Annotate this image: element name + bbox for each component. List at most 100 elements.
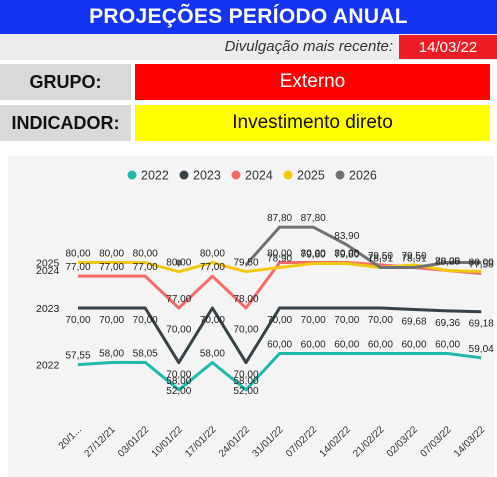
row-label-2024: 2024	[36, 265, 60, 277]
data-label-2024-6: 80,00	[267, 249, 292, 260]
series-line-2026-1	[244, 225, 482, 269]
data-label-2024-12: 77,58	[469, 260, 494, 271]
data-label-2024-11: 80,00	[435, 257, 460, 268]
data-label-extra-2023-3: 70,00	[166, 325, 191, 336]
data-label-2022-8: 60,00	[334, 339, 359, 350]
data-label-2025-0: 80,00	[65, 249, 90, 260]
x-tick-12: 14/03/22	[452, 424, 488, 460]
legend-marker-2025	[283, 170, 293, 180]
x-tick-2: 03/01/22	[116, 424, 152, 460]
data-label-2023-2: 70,00	[133, 315, 158, 326]
x-tick-11: 07/03/22	[418, 424, 454, 460]
legend-marker-2022	[127, 170, 137, 180]
data-label-2023-11: 69,36	[435, 318, 460, 329]
data-label-2023-12: 69,18	[469, 319, 494, 330]
legend-marker-2026	[335, 170, 345, 180]
data-label-2022-1: 58,00	[99, 349, 124, 360]
data-label-2025-9: 78,91	[368, 254, 393, 265]
data-label-2022-12: 59,04	[469, 344, 494, 355]
data-label-2023-0: 70,00	[65, 315, 90, 326]
data-label-2024-0: 77,00	[65, 262, 90, 273]
data-label-2024-2: 77,00	[133, 262, 158, 273]
data-label-2023-9: 70,00	[368, 315, 393, 326]
series-point-2026	[175, 259, 182, 266]
data-label-2023-6: 70,00	[267, 315, 292, 326]
data-label-2023-10: 69,68	[401, 316, 426, 327]
data-label-2022-11: 60,00	[435, 339, 460, 350]
data-label-2025-7: 79,80	[301, 249, 326, 260]
data-label-2024-4: 77,00	[200, 262, 225, 273]
x-tick-10: 02/03/22	[385, 424, 421, 460]
data-label-2025-12: 80,00	[469, 258, 494, 269]
data-label-2024-10: 78,91	[401, 254, 426, 265]
group-label: GRUPO:	[0, 64, 131, 100]
data-label-2023-7: 70,00	[301, 315, 326, 326]
data-label-extra-2023-5: 70,00	[233, 325, 258, 336]
data-label-2022-2: 58,05	[133, 348, 158, 359]
data-label-2025-3: 80,00	[166, 258, 191, 269]
data-label-2022-6: 60,00	[267, 339, 292, 350]
legend-marker-2023	[179, 170, 189, 180]
data-label-2025-8: 79,80	[334, 249, 359, 260]
data-label-2023-3: 70,00	[166, 370, 191, 381]
data-label-2024-3: 77,00	[166, 294, 191, 305]
x-tick-0: 20/1...	[57, 424, 84, 451]
data-label-2026-8: 83,90	[334, 231, 359, 242]
legend-marker-2024	[231, 170, 241, 180]
data-label-2022-4: 58,00	[200, 349, 225, 360]
x-tick-9: 21/02/22	[351, 424, 387, 460]
data-label-2025-4: 80,00	[200, 249, 225, 260]
data-label-2024-5: 78,00	[233, 294, 258, 305]
data-label-2022-7: 60,00	[301, 339, 326, 350]
legend-label-2024: 2024	[245, 169, 273, 183]
data-label-2022-9: 60,00	[368, 339, 393, 350]
chart-panel	[0, 148, 497, 477]
x-tick-4: 17/01/22	[183, 424, 219, 460]
row-label-2023: 2023	[36, 303, 60, 315]
data-label-2023-4: 70,00	[200, 315, 225, 326]
data-label-2024-1: 77,00	[99, 262, 124, 273]
data-label-2024-8: 80,00	[334, 249, 359, 260]
x-tick-3: 10/01/22	[150, 424, 186, 460]
data-label-2022-0: 57,55	[65, 351, 90, 362]
series-line-2023-0	[78, 306, 482, 365]
x-tick-6: 31/01/22	[250, 424, 286, 460]
release-label: Divulgação mais recente:	[224, 38, 393, 55]
page-title: PROJEÇÕES PERÍODO ANUAL	[0, 0, 497, 34]
series-line-2025-0	[78, 261, 482, 274]
release-row: Divulgação mais recente: 14/03/22	[0, 34, 497, 60]
chart-background	[8, 156, 494, 477]
data-label-2024-9: 79,50	[368, 251, 393, 262]
data-label-extra-2022-5: 52,00	[233, 386, 258, 397]
legend-label-2022: 2022	[141, 169, 169, 183]
indicator-value[interactable]: Investimento direto	[135, 105, 490, 141]
data-label-2025-2: 80,00	[133, 249, 158, 260]
x-tick-7: 07/02/22	[284, 424, 320, 460]
group-value[interactable]: Externo	[135, 64, 490, 100]
legend-label-2025: 2025	[297, 169, 325, 183]
data-label-2025-11: 78,25	[435, 257, 460, 268]
x-tick-1: 27/12/21	[82, 424, 118, 460]
row-label-2025: 2025	[36, 258, 60, 270]
legend-label-2026: 2026	[349, 169, 377, 183]
data-label-2025-6: 78,90	[267, 254, 292, 265]
data-label-2022-3: 58,00	[166, 376, 191, 387]
data-label-2025-1: 80,00	[99, 249, 124, 260]
x-tick-5: 24/01/22	[217, 424, 253, 460]
data-label-2026-7: 87,80	[301, 213, 326, 224]
data-label-2025-10: 79,50	[401, 251, 426, 262]
data-label-2022-10: 60,00	[401, 339, 426, 350]
data-label-2023-1: 70,00	[99, 315, 124, 326]
data-label-extra-2022-3: 52,00	[166, 386, 191, 397]
legend-label-2023: 2023	[193, 169, 221, 183]
release-date: 14/03/22	[399, 35, 497, 59]
series-line-2022-0	[77, 351, 482, 392]
data-label-2022-5: 58,00	[233, 376, 258, 387]
data-label-2025-5: 79,50	[233, 258, 258, 269]
indicator-label: INDICADOR:	[0, 105, 131, 141]
data-label-2026-6: 87,80	[267, 213, 292, 224]
x-tick-8: 14/02/22	[318, 424, 354, 460]
row-label-2022: 2022	[36, 360, 60, 372]
data-label-2023-8: 70,00	[334, 315, 359, 326]
